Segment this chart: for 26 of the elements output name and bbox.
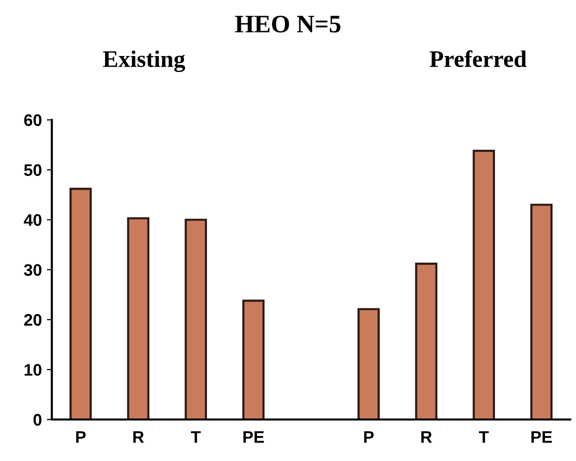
bar [127,217,150,420]
x-tick-label: T [190,431,201,443]
y-tick-label: 20 [24,314,42,326]
bar [70,188,92,420]
chart-title: HEO N=5 [235,16,340,33]
y-tick-label: 0 [34,414,42,426]
text: Preferred [430,50,527,68]
x-tick-label: T [478,431,489,443]
bar [242,300,265,420]
y-tick-label: 30 [24,264,42,276]
bar [415,262,438,420]
x-tick-label: PE [243,431,264,443]
x-tick-label: R [421,431,432,443]
x-tick-label: R [133,431,144,443]
bar [472,150,495,420]
bar [530,204,553,420]
bar [358,308,380,420]
y-tick-label: 60 [24,114,42,126]
x-tick-label: PE [531,431,552,443]
x-tick-label: P [364,431,374,443]
y-tick-label: 50 [24,164,42,176]
y-tick-label: 10 [24,364,42,376]
text: Existing [103,50,186,72]
bar [184,218,207,420]
y-tick-label: 40 [24,214,42,226]
x-tick-label: P [76,431,86,443]
